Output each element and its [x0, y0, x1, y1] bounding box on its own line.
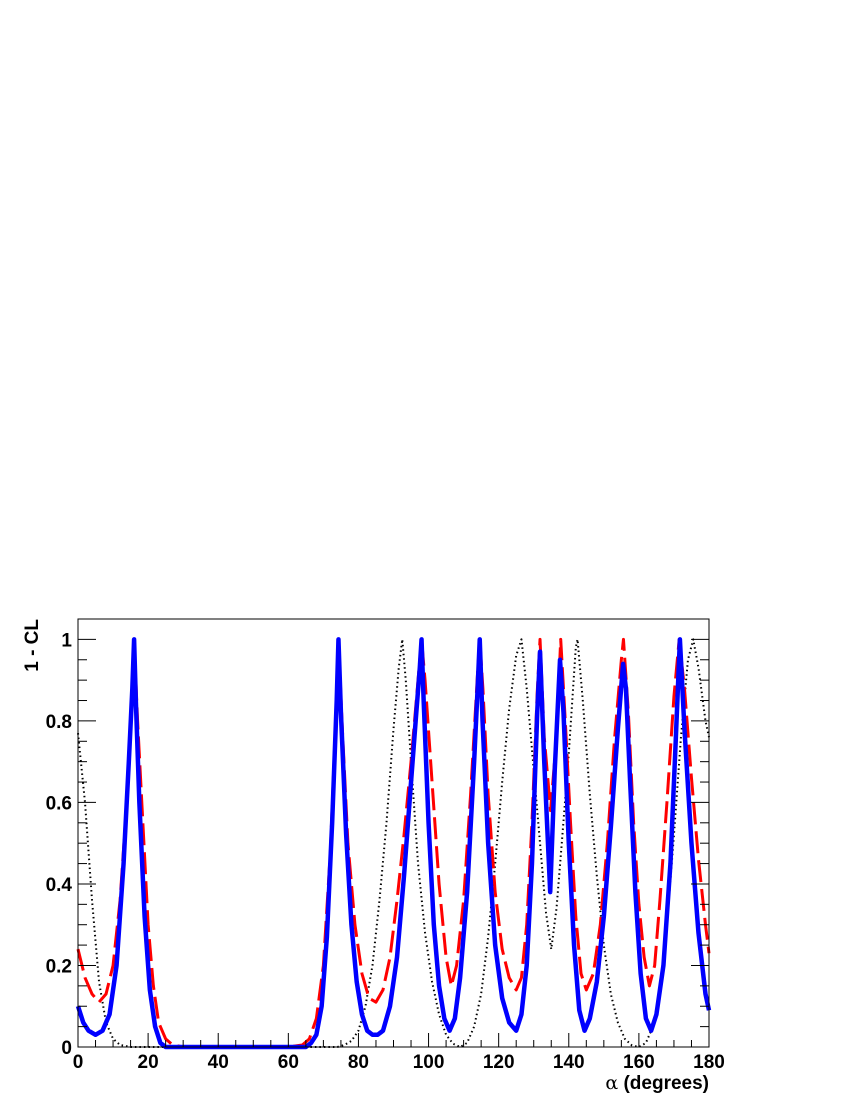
x-tick-label: 60 [278, 1052, 299, 1073]
x-axis-text: (degrees) [618, 1073, 709, 1094]
x-axis-title: α (degrees) [605, 1072, 709, 1094]
x-tick-label: 0 [73, 1052, 84, 1073]
x-tick-label: 40 [208, 1052, 229, 1073]
x-tick-label: 160 [623, 1052, 655, 1073]
tick-labels: 0 20 40 60 80 100 120 140 160 180 0 0.2 0.4 0.6 0.8 1 [46, 630, 725, 1073]
x-tick-label: 100 [413, 1052, 445, 1073]
x-tick-label: 140 [553, 1052, 585, 1073]
plot-frame [77, 618, 710, 1048]
x-axis-symbol: α [605, 1072, 618, 1094]
y-tick-label: 0.8 [46, 712, 72, 733]
y-tick-label: 1 [61, 630, 72, 651]
x-tick-label: 20 [138, 1052, 159, 1073]
y-tick-label: 0 [61, 1038, 72, 1059]
y-axis-title: 1 - CL [22, 619, 43, 672]
x-tick-label: 80 [348, 1052, 369, 1073]
y-tick-label: 0.6 [46, 793, 72, 814]
y-tick-label: 0.4 [46, 875, 73, 896]
series-line-dotted [77, 638, 710, 1048]
x-tick-label: 120 [483, 1052, 515, 1073]
data-curves [75, 637, 712, 1050]
y-tick-label: 0.2 [46, 956, 72, 977]
series-line-solid [75, 637, 712, 1050]
x-tick-label: 180 [693, 1052, 725, 1073]
series-line-dashed [76, 637, 711, 1049]
